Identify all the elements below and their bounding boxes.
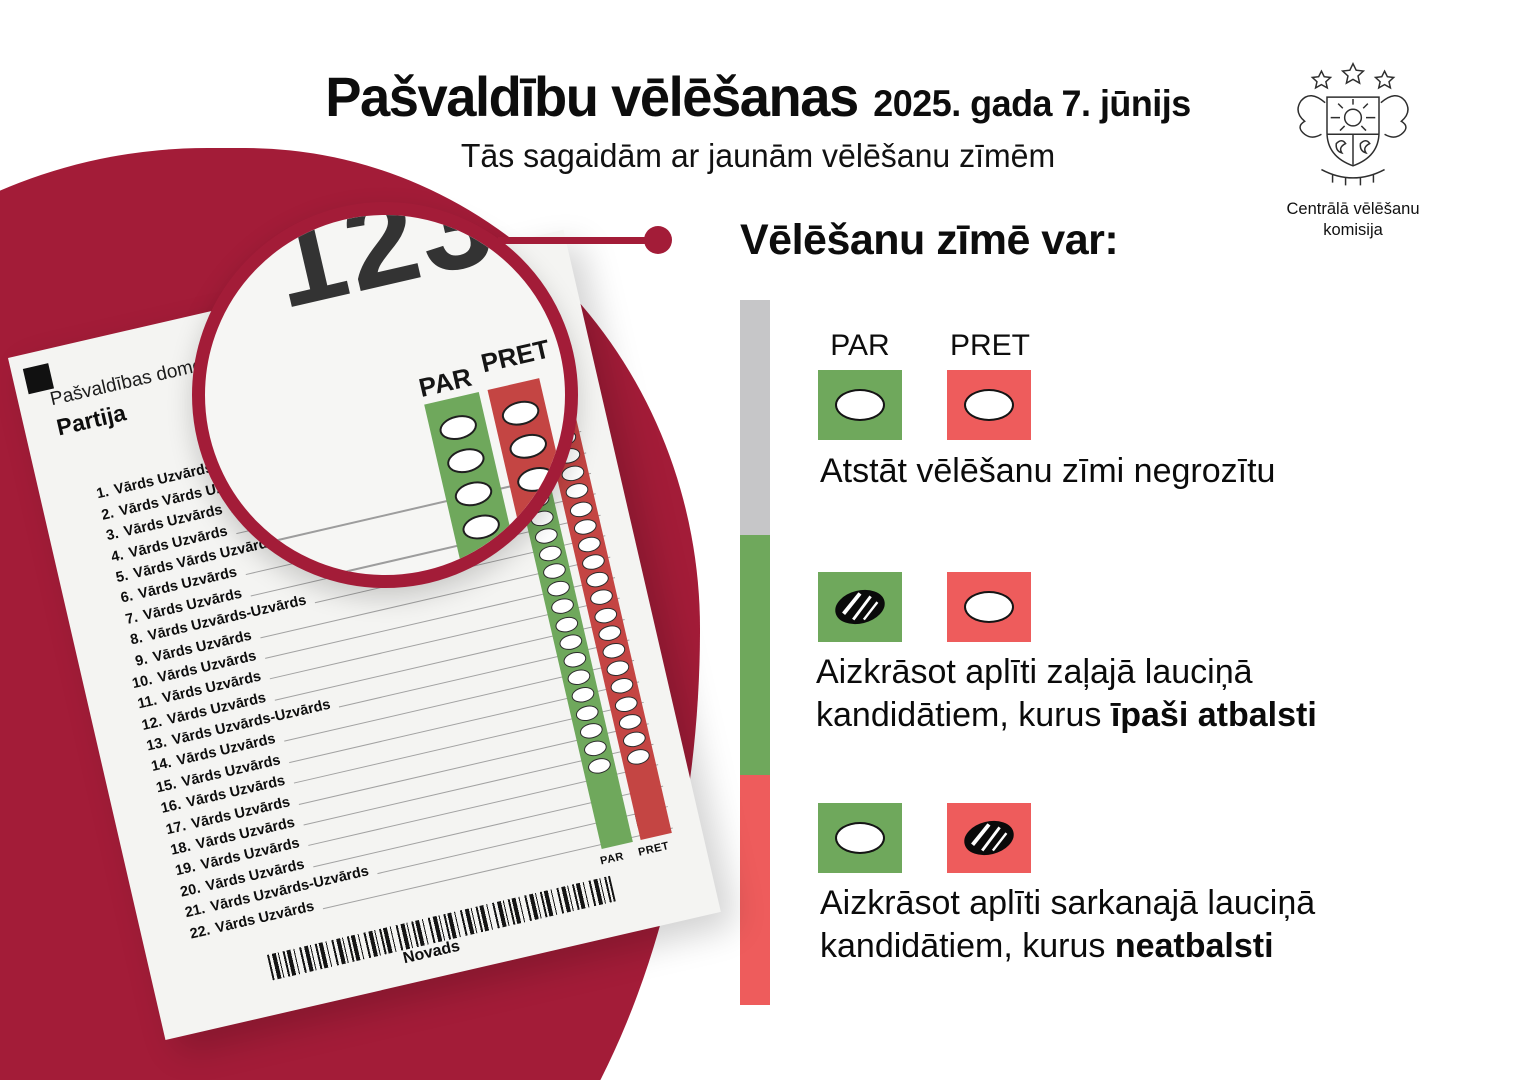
magnifier-connector-line [498, 237, 656, 244]
magnified-pret-header: PRET [478, 333, 553, 379]
coat-of-arms-icon [1297, 62, 1409, 186]
panel-heading: Vēlēšanu zīmē var: [740, 216, 1119, 264]
ballot-par-footer-label: PAR [599, 850, 626, 868]
magnifier-circle: 123 PAR PRET [192, 202, 578, 588]
ballot-oval [573, 703, 600, 723]
ballot-list-number: 123 [258, 202, 508, 337]
timeline-bar-green [740, 535, 770, 775]
ballot-oval [616, 711, 643, 732]
option3-text: Aizkrāsot aplīti sarkanajā lauciņā kandi… [820, 884, 1316, 965]
page-title: Pašvaldību vēlēšanas [325, 65, 859, 128]
ballot-oval [561, 649, 588, 670]
ballot-oval [625, 747, 651, 768]
ballot-oval [567, 499, 594, 519]
page-date: 2025. gada 7. jūnijs [873, 83, 1191, 124]
pret-label: PRET [949, 329, 1030, 362]
ballot-oval [596, 623, 623, 643]
logo-text-line1: Centrālā vēlēšanu [1286, 200, 1420, 218]
ballot-oval [467, 544, 511, 575]
ballot-oval [604, 658, 631, 679]
ballot-oval [608, 676, 635, 697]
ballot-oval [553, 614, 580, 635]
empty-oval-icon [835, 389, 885, 421]
candidate-number: 22. [188, 922, 212, 943]
ballot-oval [592, 605, 619, 626]
ballot-oval [580, 552, 606, 573]
ballot-oval [577, 720, 604, 741]
option2-bold: īpaši atbalsti [1110, 696, 1317, 734]
ballot-oval [581, 738, 608, 759]
ballot-oval [459, 511, 503, 543]
ballot-oval [588, 587, 615, 608]
option1-green-box [818, 370, 902, 440]
ballot-oval [437, 411, 480, 444]
par-label: PAR [830, 329, 890, 362]
ballot-oval [498, 397, 542, 430]
ballot-oval [620, 729, 647, 750]
empty-oval-icon [835, 822, 885, 854]
timeline-bar-gray [740, 300, 770, 535]
cvk-logo: Centrālā vēlēšanu komisija [1248, 60, 1458, 242]
scribbled-oval-icon [835, 589, 885, 625]
ballot-oval [514, 463, 557, 496]
ballot-oval [569, 685, 596, 706]
ballot-oval [571, 516, 598, 537]
magnifier-connector-dot [644, 226, 672, 254]
option3-green-box [818, 803, 902, 873]
ballot-oval [452, 477, 495, 510]
ballot-oval [444, 444, 488, 477]
option1-text: Atstāt vēlēšanu zīmi negrozītu [820, 452, 1276, 490]
empty-oval-icon [964, 591, 1014, 623]
magnified-ballot: 123 PAR PRET [205, 202, 565, 575]
option2-text: Aizkrāsot aplīti zaļajā lauciņā kandidāt… [816, 653, 1317, 734]
ballot-oval [586, 756, 612, 777]
ballot-oval [549, 596, 576, 617]
ballot-oval [612, 694, 639, 714]
ballot-oval [545, 579, 571, 599]
ballot-oval [521, 496, 565, 529]
option3-bold: neatbalsti [1114, 927, 1274, 965]
option2-green-box [818, 572, 902, 642]
scribbled-oval-icon [964, 820, 1014, 856]
timeline-bar-red [740, 775, 770, 1005]
ballot-oval [584, 570, 610, 590]
ballot-oval [575, 534, 602, 555]
logo-text-line2: komisija [1323, 221, 1383, 240]
ballot-oval [506, 430, 549, 463]
ballot-oval [557, 632, 584, 652]
empty-oval-icon [964, 389, 1014, 421]
ballot-oval [565, 667, 592, 688]
option3-red-box [947, 803, 1031, 873]
logo-text: Centrālā vēlēšanu komisija [1248, 199, 1458, 242]
ballot-oval [600, 640, 627, 661]
ballot-oval [563, 481, 590, 502]
option1-red-box [947, 370, 1031, 440]
header: Pašvaldību vēlēšanas 2025. gada 7. jūnijs… [258, 64, 1257, 175]
page-subtitle: Tās sagaidām ar jaunām vēlēšanu zīmēm [460, 137, 1056, 174]
ballot-pret-footer-label: PRET [637, 839, 671, 859]
option2-red-box [947, 572, 1031, 642]
